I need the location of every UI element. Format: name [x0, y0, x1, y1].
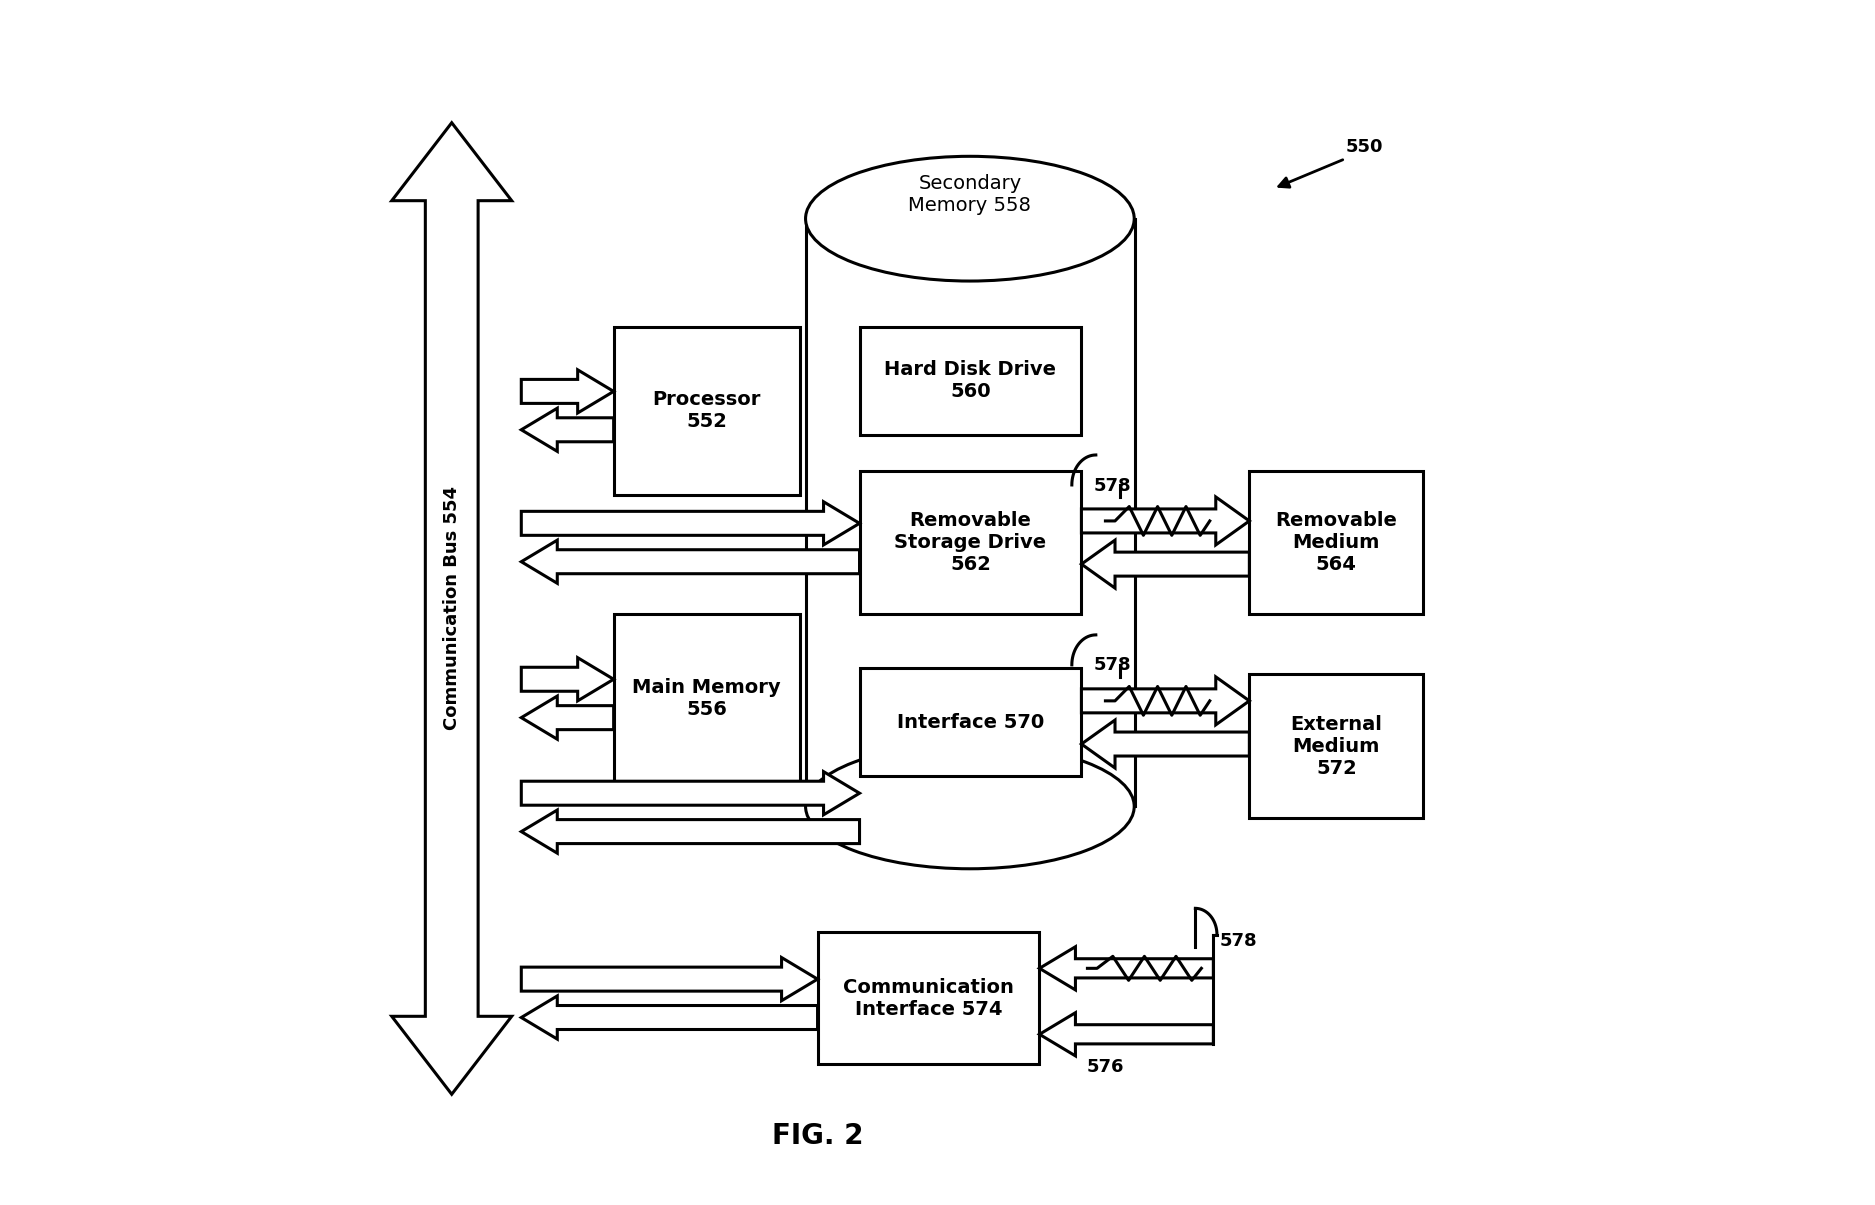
Bar [859, 327, 1082, 435]
Text: Processor
552: Processor 552 [652, 390, 761, 431]
Text: Interface 570: Interface 570 [896, 713, 1044, 731]
Text: Removable
Storage Drive
562: Removable Storage Drive 562 [894, 511, 1046, 574]
Text: 550: 550 [1344, 137, 1382, 155]
Text: 578: 578 [1219, 933, 1256, 951]
Text: 578: 578 [1093, 476, 1131, 494]
Polygon shape [1082, 540, 1249, 588]
Polygon shape [1082, 677, 1249, 725]
Polygon shape [521, 408, 613, 452]
Polygon shape [521, 501, 859, 545]
Polygon shape [521, 540, 859, 583]
Bar [859, 669, 1082, 776]
Bar [1249, 471, 1423, 615]
Polygon shape [521, 995, 818, 1039]
Polygon shape [1039, 1012, 1213, 1056]
Bar [1249, 675, 1423, 818]
Polygon shape [1082, 496, 1249, 545]
Text: Communication Bus 554: Communication Bus 554 [442, 487, 461, 730]
Text: Secondary
Memory 558: Secondary Memory 558 [909, 175, 1031, 216]
Polygon shape [521, 958, 818, 1000]
Bar [806, 218, 1136, 806]
Text: 578: 578 [1093, 657, 1131, 675]
Polygon shape [521, 771, 859, 815]
Bar [818, 933, 1039, 1064]
Polygon shape [1039, 947, 1213, 991]
Polygon shape [521, 658, 613, 701]
Text: FIG. 2: FIG. 2 [772, 1122, 863, 1151]
Text: Main Memory
556: Main Memory 556 [632, 678, 780, 719]
Text: Communication
Interface 574: Communication Interface 574 [844, 977, 1014, 1018]
Ellipse shape [806, 157, 1134, 281]
Polygon shape [1082, 721, 1249, 768]
Text: Hard Disk Drive
560: Hard Disk Drive 560 [885, 360, 1056, 401]
Ellipse shape [806, 743, 1134, 869]
Text: 576: 576 [1088, 1058, 1125, 1076]
Text: External
Medium
572: External Medium 572 [1290, 715, 1382, 778]
Text: Removable
Medium
564: Removable Medium 564 [1275, 511, 1397, 574]
Polygon shape [392, 123, 512, 1094]
Polygon shape [521, 370, 613, 413]
Bar [613, 615, 799, 782]
Bar [859, 471, 1082, 615]
Polygon shape [521, 810, 859, 853]
Polygon shape [521, 696, 613, 739]
Bar [613, 327, 799, 494]
